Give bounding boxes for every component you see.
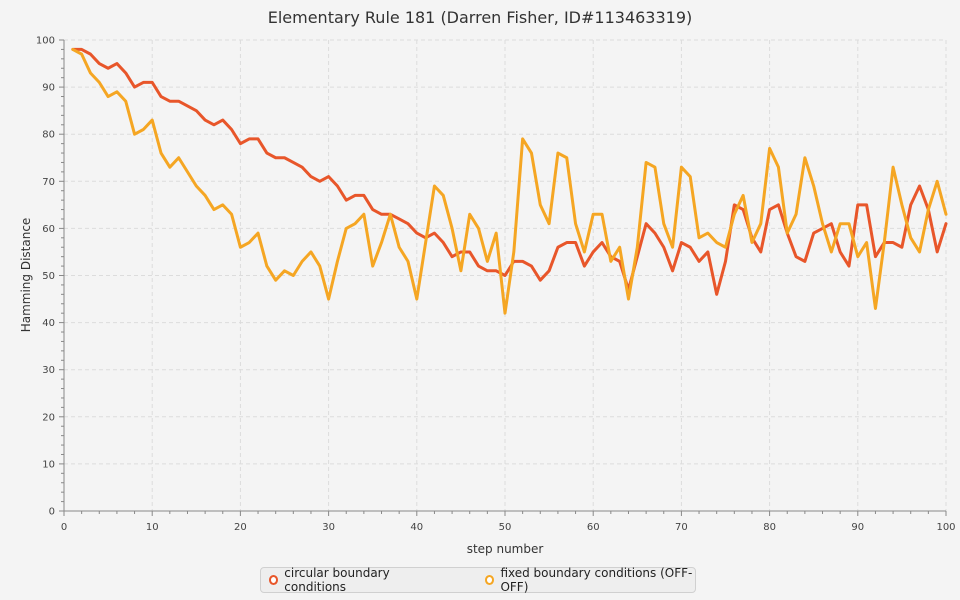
y-axis-label: Hamming Distance — [19, 218, 33, 333]
x-tick-label: 0 — [61, 522, 67, 533]
legend-marker-circular — [269, 575, 279, 585]
legend-marker-fixed — [485, 575, 495, 585]
y-tick-label: 90 — [42, 83, 55, 94]
x-tick-label: 50 — [499, 522, 512, 533]
x-tick-label: 100 — [936, 522, 955, 533]
y-tick-label: 60 — [42, 224, 55, 235]
series-line-circular — [71, 47, 948, 296]
y-tick-label: 10 — [42, 459, 55, 470]
x-tick-label: 80 — [763, 522, 776, 533]
chart-title: Elementary Rule 181 (Darren Fisher, ID#1… — [267, 8, 693, 27]
x-tick-label: 70 — [675, 522, 688, 533]
legend: circular boundary conditions fixed bound… — [260, 566, 696, 594]
legend-item-circular[interactable]: circular boundary conditions — [269, 566, 435, 594]
y-tick-label: 50 — [42, 271, 55, 282]
x-tick-label: 20 — [234, 522, 247, 533]
y-tick-label: 30 — [42, 365, 55, 376]
y-tick-label: 100 — [36, 36, 55, 47]
x-tick-label: 10 — [146, 522, 159, 533]
y-tick-label: 70 — [42, 177, 55, 188]
x-tick-label: 90 — [851, 522, 864, 533]
x-tick-label: 30 — [322, 522, 335, 533]
series-lines — [71, 47, 948, 315]
legend-label-circular: circular boundary conditions — [284, 566, 390, 594]
legend-item-fixed[interactable]: fixed boundary conditions (OFF-OFF) — [485, 566, 695, 594]
x-tick-label: 40 — [410, 522, 423, 533]
y-tick-label: 80 — [42, 130, 55, 141]
x-axis-label: step number — [467, 542, 544, 556]
y-tick-label: 40 — [42, 318, 55, 329]
y-tick-label: 0 — [49, 507, 55, 518]
y-tick-label: 20 — [42, 412, 55, 423]
legend-label-fixed: fixed boundary conditions (OFF-OFF) — [500, 566, 693, 594]
series-line-fixed — [71, 47, 948, 315]
x-tick-label: 60 — [587, 522, 600, 533]
grid-lines — [64, 39, 947, 511]
axes: 0 10 20 30 40 50 60 70 80 90 100 0 10 20 30 40 50 60 70 80 9… — [36, 36, 956, 534]
